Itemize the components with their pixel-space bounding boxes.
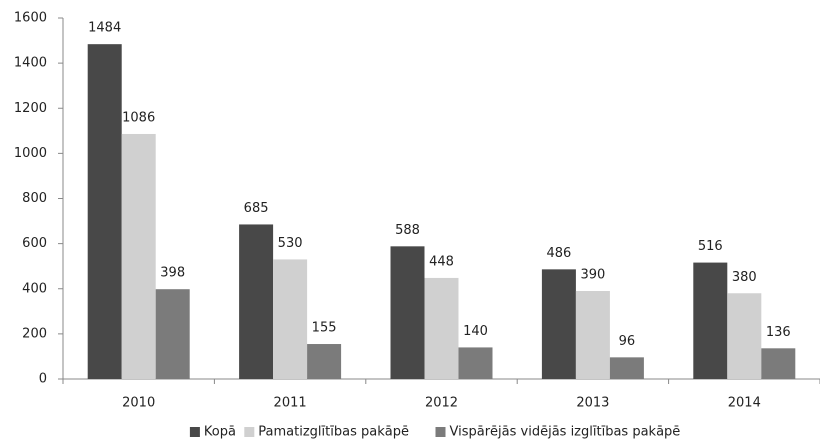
bar (727, 293, 762, 379)
data-label: 530 (278, 236, 303, 251)
data-label: 516 (698, 239, 723, 254)
legend-swatch (435, 427, 446, 437)
data-label: 155 (312, 321, 337, 336)
y-tick-label: 1200 (14, 101, 47, 116)
bar (155, 289, 190, 379)
data-label: 140 (463, 324, 488, 339)
legend-label: Vispārējās vidējās izglītības pakāpē (450, 425, 681, 440)
x-tick-label: 2011 (274, 396, 307, 411)
bar (424, 277, 459, 379)
x-tick-label: 2013 (576, 396, 609, 411)
y-tick-label: 400 (22, 281, 47, 296)
legend-swatch (244, 427, 255, 437)
y-tick-label: 1600 (14, 11, 47, 26)
data-label: 685 (244, 201, 269, 216)
data-label: 136 (766, 325, 791, 340)
legend-label: Kopā (204, 425, 236, 440)
y-tick-label: 600 (22, 236, 47, 251)
x-tick-label: 2012 (425, 396, 458, 411)
bar (239, 224, 274, 379)
data-label: 390 (580, 268, 605, 283)
data-label: 1484 (88, 21, 121, 36)
bar (761, 348, 796, 379)
data-label: 380 (732, 270, 757, 285)
bar (121, 133, 156, 379)
bar (693, 262, 728, 379)
data-label: 588 (395, 223, 420, 238)
bar (87, 44, 122, 380)
data-label: 448 (429, 254, 454, 269)
y-tick-label: 200 (22, 326, 47, 341)
y-tick-label: 0 (39, 372, 47, 387)
data-label: 96 (619, 334, 636, 349)
bar (609, 357, 644, 379)
bar (307, 344, 342, 379)
y-tick-label: 1000 (14, 146, 47, 161)
y-tick-label: 800 (22, 191, 47, 206)
y-tick-label: 1400 (14, 56, 47, 71)
legend-label: Pamatizglītības pakāpē (258, 425, 409, 440)
bar (273, 259, 308, 379)
legend-swatch (189, 427, 200, 437)
x-tick-label: 2014 (728, 396, 761, 411)
x-tick-label: 2010 (122, 396, 155, 411)
bar (541, 269, 576, 379)
data-label: 1086 (122, 110, 155, 125)
data-label: 398 (160, 266, 185, 281)
bar (390, 246, 425, 379)
bar (575, 291, 610, 379)
data-label: 486 (546, 246, 571, 261)
bar (458, 347, 493, 379)
